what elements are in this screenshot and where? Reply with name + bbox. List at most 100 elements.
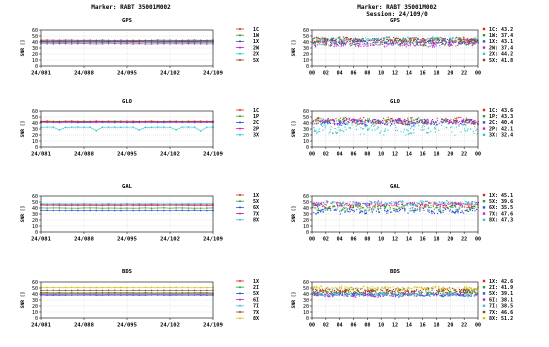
bds-session-point-7X [381,289,383,291]
gal-session-point-6X [433,211,435,213]
glo-session-point-1P [468,120,470,122]
glo-session-point-1C [344,117,347,119]
gps-session-point-5X [397,37,399,39]
bds-session-point-7X [473,288,475,290]
gps-session-point-2W [450,44,452,46]
gal-session-point-6X [375,210,377,212]
gps-session-point-2X [312,37,314,40]
bds-session-point-7X [387,288,389,291]
bds-session-point-7X [441,288,443,290]
glo-session-point-2C [356,119,358,121]
glo-daily-point-2P [120,121,122,123]
bds-session-point-2I [348,291,350,293]
glo-daily-point-2P [163,121,165,123]
gal-daily-point-8X [138,202,141,205]
glo-session-point-1P [385,119,387,122]
gal-session-point-6X [365,211,367,213]
bds-session-legend-label: 7I: 38.5 [489,304,513,310]
glo-session-point-2C [323,122,325,124]
gal-session-point-8X [446,199,448,202]
glo-session-point-2P [412,122,414,124]
gal-session-point-1X [454,202,456,205]
bds-session-point-8X [413,286,415,289]
gps-session-point-2W [387,44,389,46]
gps-daily-point-2W [187,42,190,45]
gal-session-point-6X [361,210,363,213]
gps-session-point-1X [416,41,418,43]
gal-session-ytick-label: 40 [303,206,309,212]
gps-session-point-2X [347,39,349,41]
gps-session-point-2W [325,41,327,43]
glo-session-point-2C [382,122,384,124]
bds-session-point-6I [339,293,341,295]
glo-daily-point-3X [163,126,165,128]
glo-session-xtick-label: 18 [433,152,439,158]
glo-session-point-2C [330,122,332,125]
gps-session-point-2W [429,45,431,47]
glo-session-point-1C [476,122,478,124]
gps-session-point-2W [467,41,469,43]
gps-daily-point-2W [199,43,202,45]
right-marker-title: Marker: RABT 35001M002 [357,4,437,11]
gps-daily-point-1X [52,40,55,43]
glo-session-point-1P [368,119,370,121]
bds-daily-legend-marker [239,280,241,282]
glo-session-point-1P [409,121,411,123]
gal-session-point-5X [416,208,419,210]
bds-session-point-6I [368,295,370,297]
bds-session-point-6I [412,293,414,295]
gps-daily-point-2W [181,43,184,45]
gps-session-point-5X [459,38,461,40]
glo-session-point-2P [316,123,318,125]
gal-session-point-1X [453,202,455,204]
gal-session-point-7X [457,202,460,204]
gal-session-point-7X [466,203,468,205]
gal-session-point-8X [410,204,412,206]
glo-session-point-3X [377,127,379,129]
gal-session-point-5X [447,208,449,210]
glo-daily-point-2P [199,121,202,123]
bds-session-point-8X [368,287,371,289]
glo-session-point-3X [345,129,347,131]
bds-session-point-7I [339,292,341,294]
gps-session-point-1C [324,37,326,39]
bds-session-point-7X [446,289,448,291]
bds-daily-legend-label: 1X [253,279,259,285]
bds-session-point-1X [400,293,402,295]
gal-session-ytick-label: 50 [303,200,309,206]
gps-daily-legend-label: 1C [253,27,259,33]
gps-session-xtick-label: 00 [309,71,315,77]
bds-session-point-7X [404,288,406,290]
gps-session-point-1W [416,40,418,42]
bds-daily-point-8X [193,286,196,289]
gal-daily-point-5X [95,207,98,209]
bds-session-point-7I [340,294,343,296]
gal-daily-point-6X [83,209,85,212]
glo-session-point-3X [363,133,365,135]
gal-session-point-6X [445,208,447,211]
glo-session-point-1P [357,122,359,124]
gal-session-point-8X [397,203,399,205]
glo-session-point-2P [405,124,407,126]
glo-session-point-2C [337,124,339,126]
glo-session-point-2C [471,119,473,121]
glo-session-point-2C [333,119,335,121]
glo-session-point-3X [418,125,420,127]
gps-session-point-2X [381,37,383,39]
glo-session-point-2C [389,125,391,127]
bds-session-point-5X [408,292,410,294]
glo-session-point-1P [441,121,443,123]
gal-session-point-8X [409,204,412,206]
gal-session-point-5X [317,206,319,208]
gps-session-point-1C [357,40,359,42]
bds-session-point-1X [327,291,329,293]
bds-session-point-8X [449,289,451,291]
glo-session-point-1C [363,116,365,119]
gps-session-point-1X [363,42,365,44]
glo-daily-legend-marker [239,133,241,136]
gps-session-point-5X [402,40,404,42]
bds-session-point-7X [344,288,346,290]
glo-session-point-3X [378,132,381,134]
bds-session-point-7I [391,295,393,297]
glo-session-point-3X [472,130,474,132]
